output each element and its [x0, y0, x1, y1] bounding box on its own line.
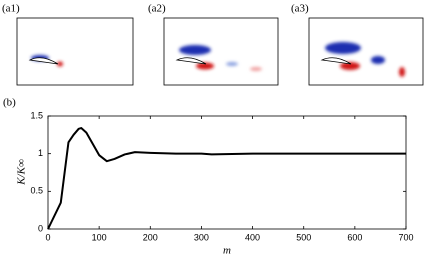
x-tick-label: 300	[194, 232, 209, 242]
x-tick-label: 200	[143, 232, 158, 242]
plot-frame	[47, 115, 407, 230]
snapshot-a1	[16, 17, 134, 86]
x-tick-label: 0	[45, 232, 50, 242]
x-tick-label: 500	[296, 232, 311, 242]
data-line	[47, 127, 406, 230]
y-tick-label: 0	[38, 223, 43, 233]
panel-label: (a1)	[2, 3, 20, 15]
panel-label: (a2)	[148, 3, 166, 15]
x-tick-label: 700	[398, 232, 413, 242]
y-tick-label: 0.5	[30, 186, 43, 196]
panel-label: (a3)	[291, 3, 309, 15]
x-tick-label: 600	[347, 232, 362, 242]
y-axis-label: K/K∞	[16, 159, 28, 186]
panel-label: (b)	[3, 97, 16, 109]
x-tick-label: 400	[245, 232, 260, 242]
y-tick-label: 1	[38, 148, 43, 158]
x-axis-label: m	[223, 245, 231, 257]
snapshot-a2	[163, 17, 279, 86]
x-tick-label: 100	[92, 232, 107, 242]
snapshot-a3	[308, 17, 424, 86]
y-tick-label: 1.5	[30, 110, 43, 120]
